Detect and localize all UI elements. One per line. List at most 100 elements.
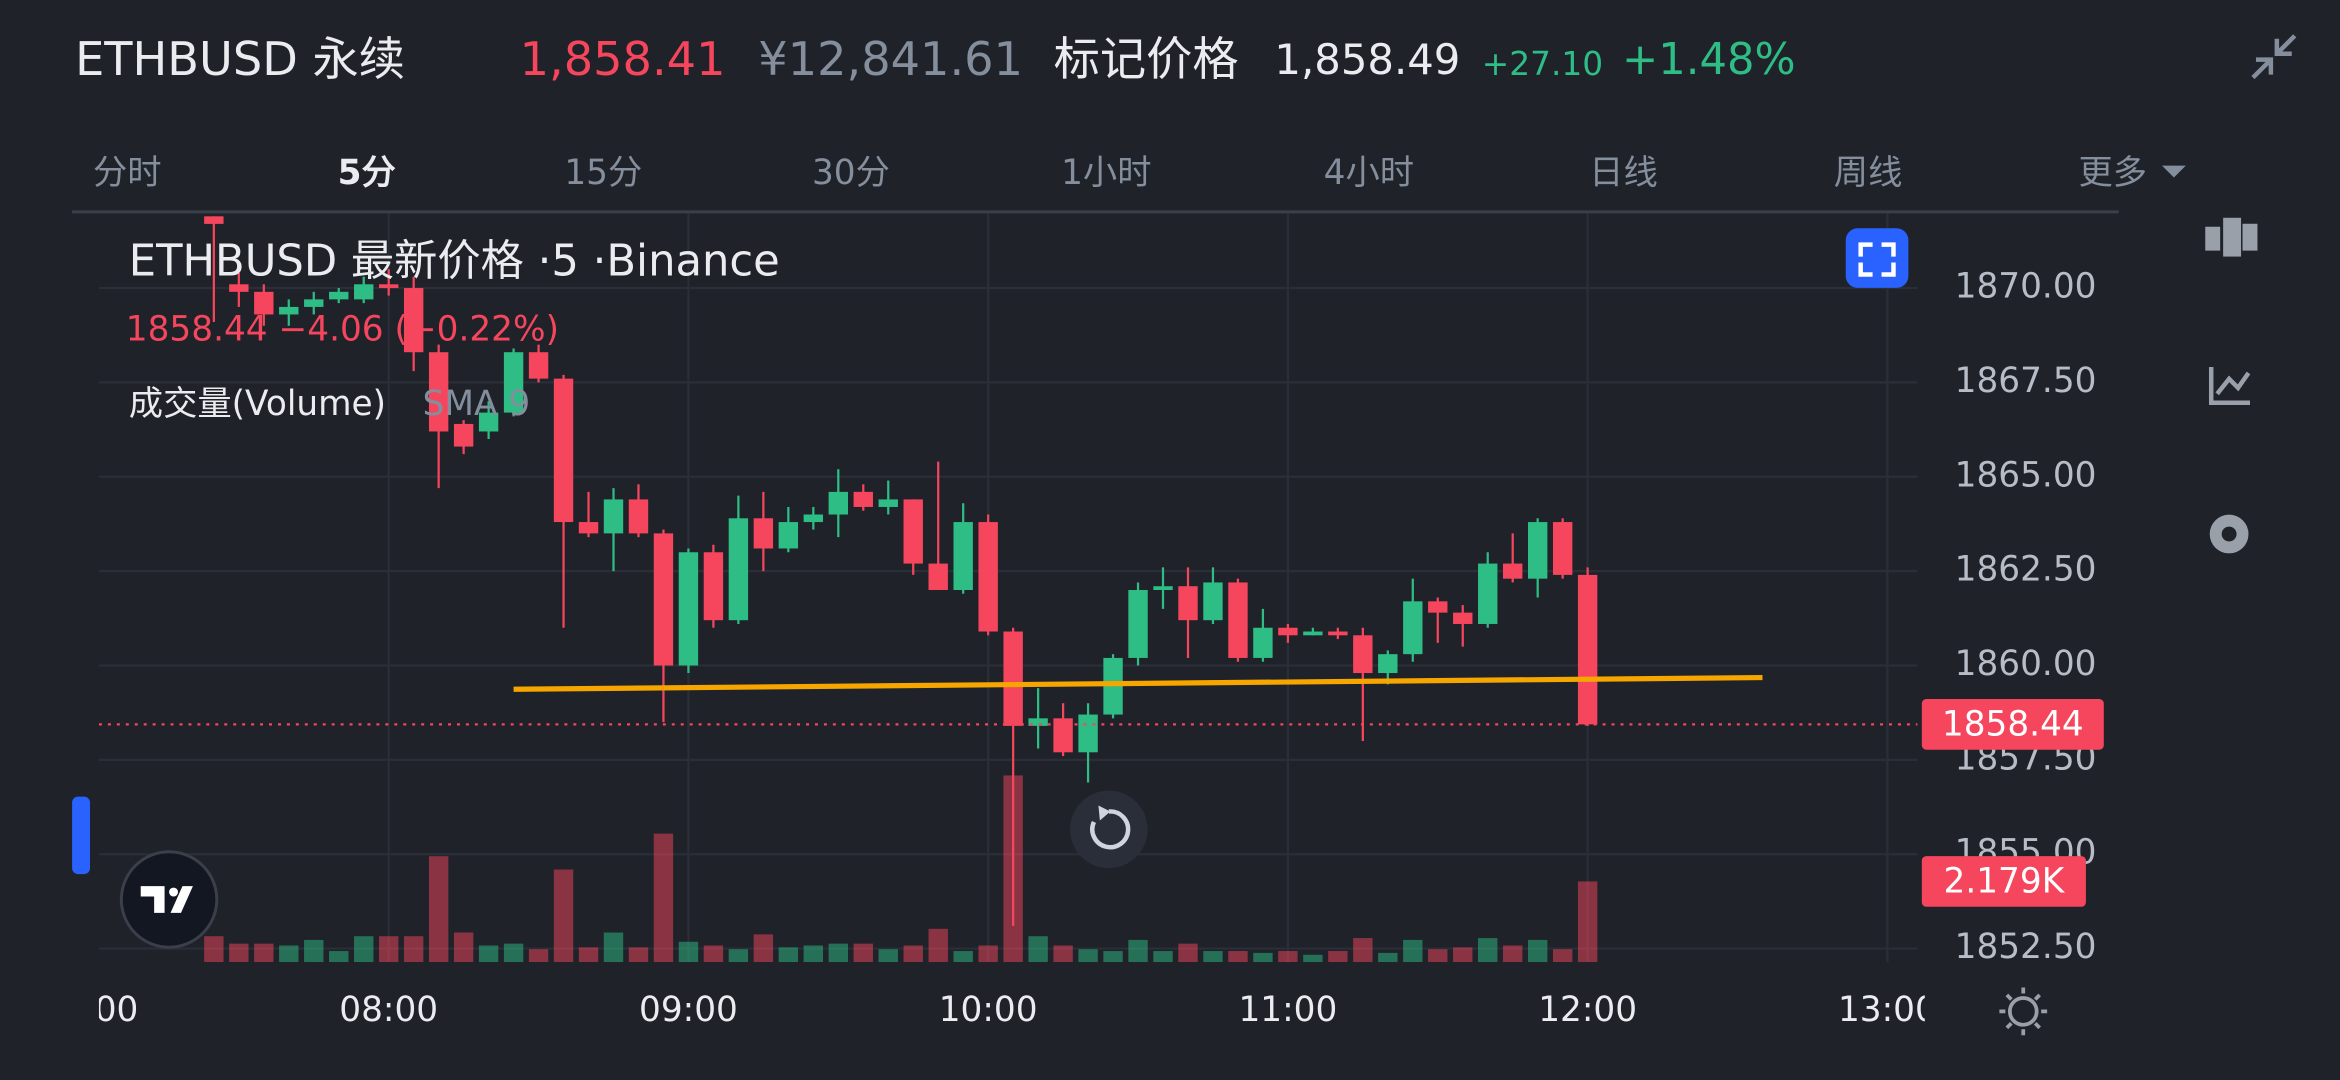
candle-body <box>1178 586 1198 621</box>
candle-body <box>528 352 549 379</box>
candle-body <box>1128 589 1148 658</box>
candle-body <box>1153 586 1173 590</box>
candle-body <box>1253 627 1273 658</box>
candle-body <box>354 284 374 300</box>
timeframe-tab[interactable]: 日线 <box>1589 153 1658 193</box>
volume-bar <box>304 939 324 963</box>
timeframe-tab[interactable]: 15分 <box>564 153 642 193</box>
candle-body <box>653 533 674 666</box>
candle-body <box>628 499 649 534</box>
volume-bar <box>1103 951 1123 963</box>
timeframe-tab[interactable]: 1小时 <box>1061 153 1151 193</box>
volume-bar <box>528 949 549 963</box>
timeframe-tab[interactable]: 5分 <box>338 153 396 193</box>
x-axis: 07:00 08:00 09:00 10:00 11:00 12:00 13:00 <box>40 990 1925 1030</box>
candle-body <box>803 514 824 523</box>
candle-body <box>553 378 574 523</box>
last-volume-box <box>1921 856 2086 907</box>
candle-body <box>428 352 449 432</box>
timeframe-tab[interactable]: 分时 <box>93 153 162 193</box>
settings-tool[interactable] <box>2209 514 2249 554</box>
trend-line <box>513 674 1763 692</box>
plot <box>204 216 1763 963</box>
cny-price: ¥12,841.61 <box>758 32 1023 86</box>
volume-bar <box>1478 938 1498 963</box>
candle-body <box>878 499 898 507</box>
volume-bar <box>478 945 499 963</box>
candle-body <box>1078 714 1098 753</box>
timeframe-tab[interactable]: 30分 <box>812 153 890 193</box>
candle-body <box>478 412 499 432</box>
candle-body <box>953 522 973 590</box>
volume-bar <box>1053 945 1073 963</box>
volume-bar <box>828 943 848 963</box>
candle-body <box>928 563 948 590</box>
candle-body <box>778 522 799 549</box>
candle-body <box>453 423 474 447</box>
volume-bar <box>1128 939 1148 963</box>
candle-body <box>304 299 324 307</box>
candle-body <box>1328 631 1348 636</box>
volume-bar <box>1453 947 1473 963</box>
volume-bar <box>753 934 774 963</box>
last-price: 1,858.41 <box>520 32 726 86</box>
candle-body <box>229 284 249 292</box>
volume-sma: SMA 9 <box>423 384 531 424</box>
volume-bar <box>378 936 399 963</box>
fullscreen-button[interactable] <box>1845 228 1909 288</box>
volume-bar <box>403 936 424 963</box>
last-price-label: 1858.44 <box>1942 704 2084 744</box>
candle-body <box>1527 522 1548 579</box>
candle-body <box>1028 718 1048 726</box>
y-tick-label: 1867.50 <box>1955 361 2097 401</box>
replay-button[interactable] <box>1070 790 1148 869</box>
volume-bar <box>1028 936 1048 963</box>
last-price-box <box>1921 699 2104 750</box>
volume-bar <box>628 947 649 963</box>
tradingview-logo[interactable] <box>119 850 219 949</box>
x-tick-label: 07:00 <box>40 990 139 1030</box>
indicator-tool[interactable] <box>2208 366 2251 405</box>
volume-bar <box>953 951 973 963</box>
mark-label: 标记价格 <box>1054 32 1239 86</box>
candle-body <box>204 216 224 224</box>
timeframe-tab[interactable]: 更多 <box>2078 153 2147 193</box>
volume-bar <box>1503 945 1523 963</box>
volume-bar <box>703 945 724 963</box>
candle-body <box>1577 574 1598 725</box>
volume-bar <box>578 947 599 963</box>
theme-toggle[interactable] <box>1999 987 2048 1036</box>
volume-bar <box>1078 949 1098 963</box>
candle-body <box>1203 582 1223 621</box>
volume-bar <box>1253 952 1273 963</box>
timeframe-tab[interactable]: 周线 <box>1834 153 1903 193</box>
candle-body <box>703 552 724 621</box>
side-tab[interactable] <box>72 796 90 875</box>
candle-body <box>254 291 274 315</box>
legend-values: 1858.44 −4.06 (−0.22%) <box>126 310 559 350</box>
candle-body <box>978 522 998 632</box>
collapse-icon[interactable] <box>2251 34 2297 80</box>
volume-bar <box>1303 954 1323 963</box>
volume-bar <box>853 943 873 963</box>
candle-body <box>753 518 774 549</box>
x-tick-label: 09:00 <box>639 990 738 1030</box>
candle-body <box>1353 635 1373 674</box>
candle-body <box>329 291 349 300</box>
candle-body <box>1303 631 1323 636</box>
volume-bar <box>453 932 474 963</box>
volume-bar <box>878 949 898 963</box>
volume-bar <box>1527 939 1548 963</box>
change: +27.10 <box>1482 45 1603 83</box>
volume-bar <box>1577 881 1598 963</box>
more-caret <box>2161 165 2186 178</box>
candle-body <box>1403 601 1423 655</box>
volume-bar <box>428 856 449 963</box>
volume-bar <box>1203 951 1223 963</box>
volume-bar <box>1552 949 1573 963</box>
candle-body <box>279 306 299 315</box>
timeframe-tab[interactable]: 4小时 <box>1324 153 1414 193</box>
candle-tool[interactable] <box>2205 217 2258 257</box>
candle-body <box>1053 718 1073 753</box>
candle-body <box>403 288 424 353</box>
